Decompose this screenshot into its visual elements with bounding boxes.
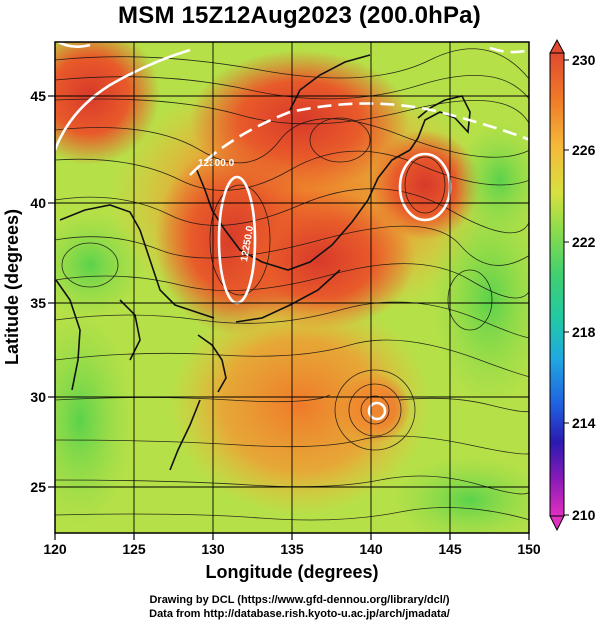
tick-marks xyxy=(48,95,530,540)
colorbar-tick-label: 218 xyxy=(572,324,596,340)
y-tick-label: 35 xyxy=(30,295,46,311)
colorbar-top-arrow xyxy=(549,38,565,54)
colorbar-tick-label: 222 xyxy=(572,234,596,250)
colorbar-tick-label: 214 xyxy=(572,415,596,431)
x-tick-label: 140 xyxy=(359,541,383,557)
y-tick-label: 30 xyxy=(30,389,46,405)
coastlines xyxy=(55,54,471,471)
colorbar: 230 226 222 218 214 210 xyxy=(549,38,596,532)
credit-drawing: Drawing by DCL (https://www.gfd-dennou.o… xyxy=(149,594,450,606)
y-tick-label: 25 xyxy=(30,479,46,495)
colorbar-tick-label: 230 xyxy=(572,52,596,68)
y-tick-label: 40 xyxy=(30,195,46,211)
colorbar-tick-label: 226 xyxy=(572,142,596,158)
x-tick-label: 145 xyxy=(438,541,462,557)
colorbar-tick-label: 210 xyxy=(572,507,596,523)
colorbar-ramp xyxy=(549,52,565,517)
x-tick-label: 120 xyxy=(43,541,67,557)
grid-lines xyxy=(55,42,529,533)
x-tick-label: 150 xyxy=(517,541,541,557)
x-axis-label: Longitude (degrees) xyxy=(205,562,378,582)
streamlines xyxy=(55,48,529,521)
y-axis-label: Latitude (degrees) xyxy=(2,209,22,365)
credit-data: Data from http://database.rish.kyoto-u.a… xyxy=(149,608,450,620)
x-tick-label: 130 xyxy=(201,541,225,557)
x-tick-label: 125 xyxy=(122,541,146,557)
temperature-shading: 12300.0 12250.0 xyxy=(55,42,529,533)
y-tick-label: 45 xyxy=(30,88,46,104)
x-tick-label: 135 xyxy=(280,541,304,557)
map-title: MSM 15Z12Aug2023 (200.0hPa) xyxy=(118,2,481,29)
contour-label-12300: 12300.0 xyxy=(198,158,235,169)
colorbar-bottom-arrow xyxy=(549,515,565,532)
